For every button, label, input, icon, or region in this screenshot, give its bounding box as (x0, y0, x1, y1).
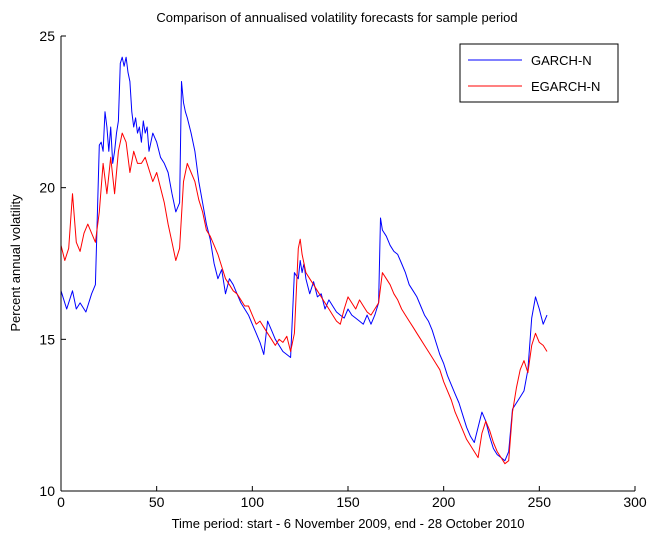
legend-label-garch: GARCH-N (531, 53, 592, 68)
legend-label-egarch: EGARCH-N (531, 79, 600, 94)
y-tick-label: 10 (39, 483, 55, 499)
legend: GARCH-N EGARCH-N (459, 43, 619, 103)
series-line-garch-n (60, 56, 548, 462)
x-tick-label: 50 (149, 494, 165, 510)
ticks-layer: 0 50 100 150 200 250 300 10 15 20 25 (39, 28, 646, 510)
plot-area (61, 36, 635, 491)
series-line-egarch-n (60, 132, 548, 465)
x-tick-label: 250 (528, 494, 552, 510)
x-tick-label: 0 (57, 494, 65, 510)
x-tick-label: 300 (623, 494, 647, 510)
chart-title: Comparison of annualised volatility fore… (156, 10, 517, 25)
y-tick-label: 25 (39, 28, 55, 44)
x-tick-label: 150 (336, 494, 360, 510)
series-layer (60, 56, 548, 465)
y-tick-label: 20 (39, 180, 55, 196)
x-axis-label: Time period: start - 6 November 2009, en… (172, 516, 525, 531)
y-axis-label: Percent annual volatility (8, 194, 23, 332)
x-tick-label: 200 (432, 494, 456, 510)
y-tick-label: 15 (39, 331, 55, 347)
legend-box (459, 43, 619, 103)
x-tick-label: 100 (241, 494, 265, 510)
